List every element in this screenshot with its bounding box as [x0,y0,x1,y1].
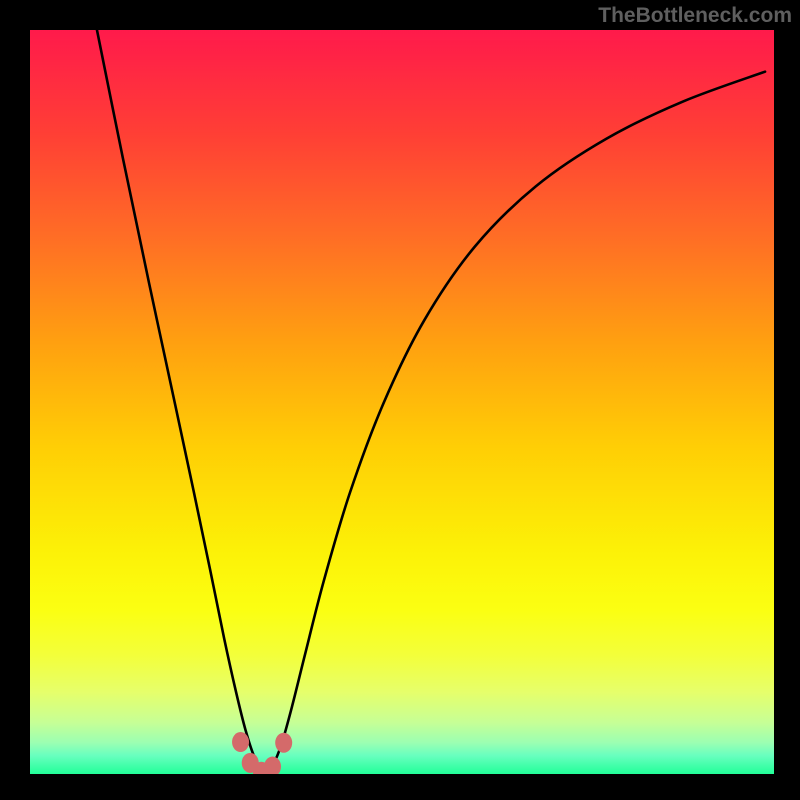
watermark-text: TheBottleneck.com [598,4,792,28]
curve-marker [232,732,249,752]
curve-marker [275,733,292,753]
chart-plot-area [30,30,774,774]
curve-marker [264,757,281,774]
bottleneck-curve [97,30,765,771]
chart-svg [30,30,774,774]
